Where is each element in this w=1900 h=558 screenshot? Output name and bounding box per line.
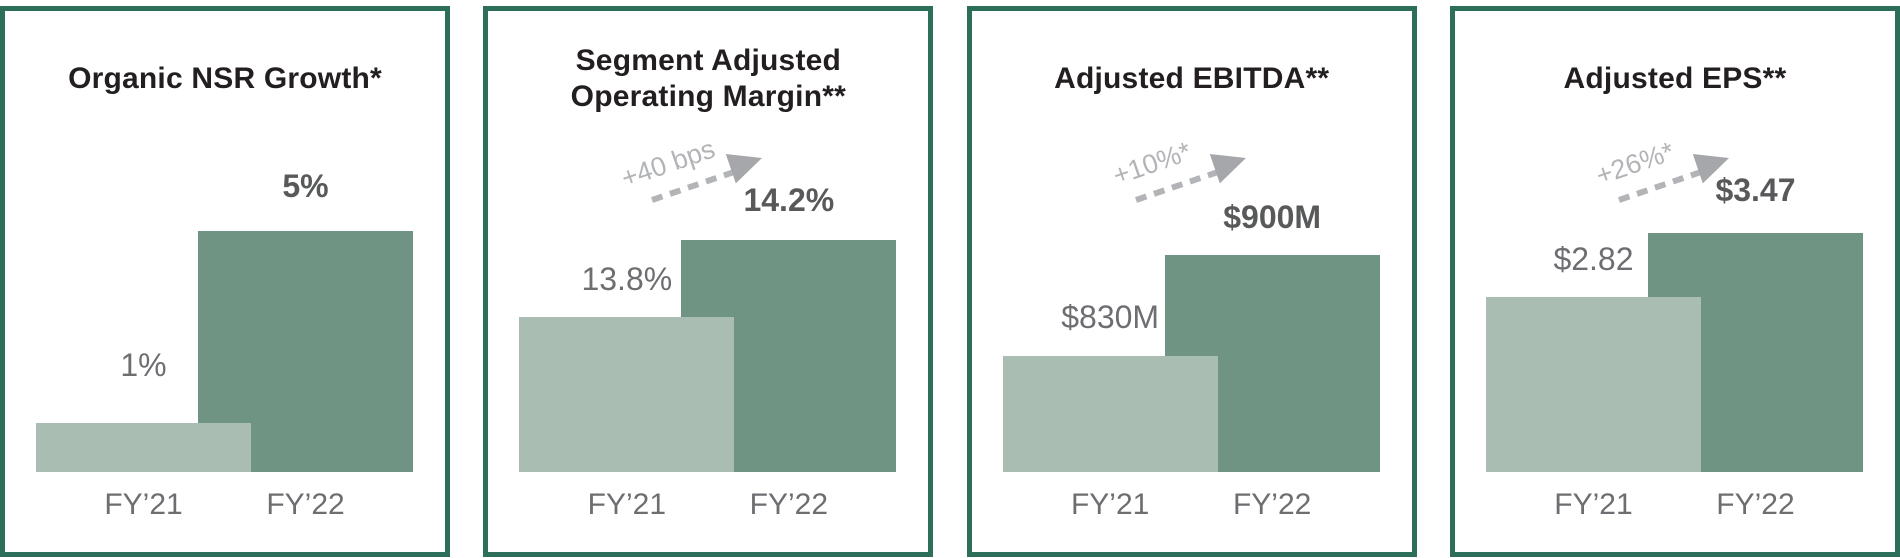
axis-label-fy22: FY’22 — [266, 488, 345, 521]
metric-card-adjusted-ebitda: Adjusted EBITDA** +10%* $830M $900M FY’2… — [966, 6, 1417, 557]
axis-label-fy22: FY’22 — [749, 488, 829, 521]
chart-title-line1: Adjusted EPS** — [1563, 62, 1787, 95]
value-label-fy21: 13.8% — [581, 261, 673, 297]
bar-fy21 — [36, 423, 251, 472]
metric-card-segment-adjusted-operating-margin: Segment Adjusted Operating Margin** +40 … — [483, 6, 934, 557]
growth-arrow-annotation: +10%* — [1109, 136, 1246, 203]
value-label-fy22: $3.47 — [1715, 172, 1796, 208]
chart-title-line2: Operating Margin** — [570, 80, 846, 113]
value-label-fy22: 14.2% — [743, 182, 835, 218]
value-label-fy22: $900M — [1223, 199, 1322, 235]
chart-title: Adjusted EPS** — [1455, 43, 1895, 115]
axis-label-fy22: FY’22 — [1716, 488, 1795, 521]
dashed-trend-line — [1134, 169, 1219, 203]
value-label-fy22: 5% — [282, 168, 329, 204]
axis-label-fy22: FY’22 — [1232, 488, 1312, 521]
value-label-fy21: $830M — [1061, 299, 1160, 335]
value-label-fy21: 1% — [120, 347, 167, 383]
trend-arrowhead-icon — [1209, 154, 1246, 184]
growth-arrow-annotation: +40 bps — [618, 134, 763, 203]
dashed-trend-line — [1618, 169, 1702, 203]
bar-fy21 — [1002, 356, 1218, 472]
axis-label-fy21: FY’21 — [1554, 488, 1633, 521]
growth-arrow-annotation: +26%* — [1592, 136, 1729, 203]
trend-arrowhead-icon — [726, 154, 763, 184]
chart-title-line1: Adjusted EBITDA** — [1054, 62, 1330, 95]
growth-annotation-label: +10%* — [1109, 136, 1195, 191]
metric-card-organic-nsr-growth: Organic NSR Growth* 1% 5% FY’21 FY’22 — [0, 6, 450, 557]
chart-title-line1: Segment Adjusted — [575, 44, 842, 77]
chart-title: Adjusted EBITDA** — [972, 43, 1412, 115]
bar-fy21 — [1485, 297, 1701, 472]
trend-arrowhead-icon — [1692, 154, 1729, 184]
metric-card-adjusted-eps: Adjusted EPS** +26%* $2.82 $3.47 FY’21 F… — [1449, 6, 1900, 557]
bar-fy21 — [519, 317, 735, 472]
chart-title-line1: Organic NSR Growth* — [68, 62, 382, 95]
axis-label-fy21: FY’21 — [1070, 488, 1150, 521]
axis-label-fy21: FY’21 — [104, 488, 183, 521]
chart-title: Organic NSR Growth* — [5, 43, 445, 115]
value-label-fy21: $2.82 — [1553, 241, 1634, 277]
axis-label-fy21: FY’21 — [587, 488, 667, 521]
chart-title: Segment Adjusted Operating Margin** — [488, 43, 928, 115]
dashed-trend-line — [651, 169, 736, 203]
